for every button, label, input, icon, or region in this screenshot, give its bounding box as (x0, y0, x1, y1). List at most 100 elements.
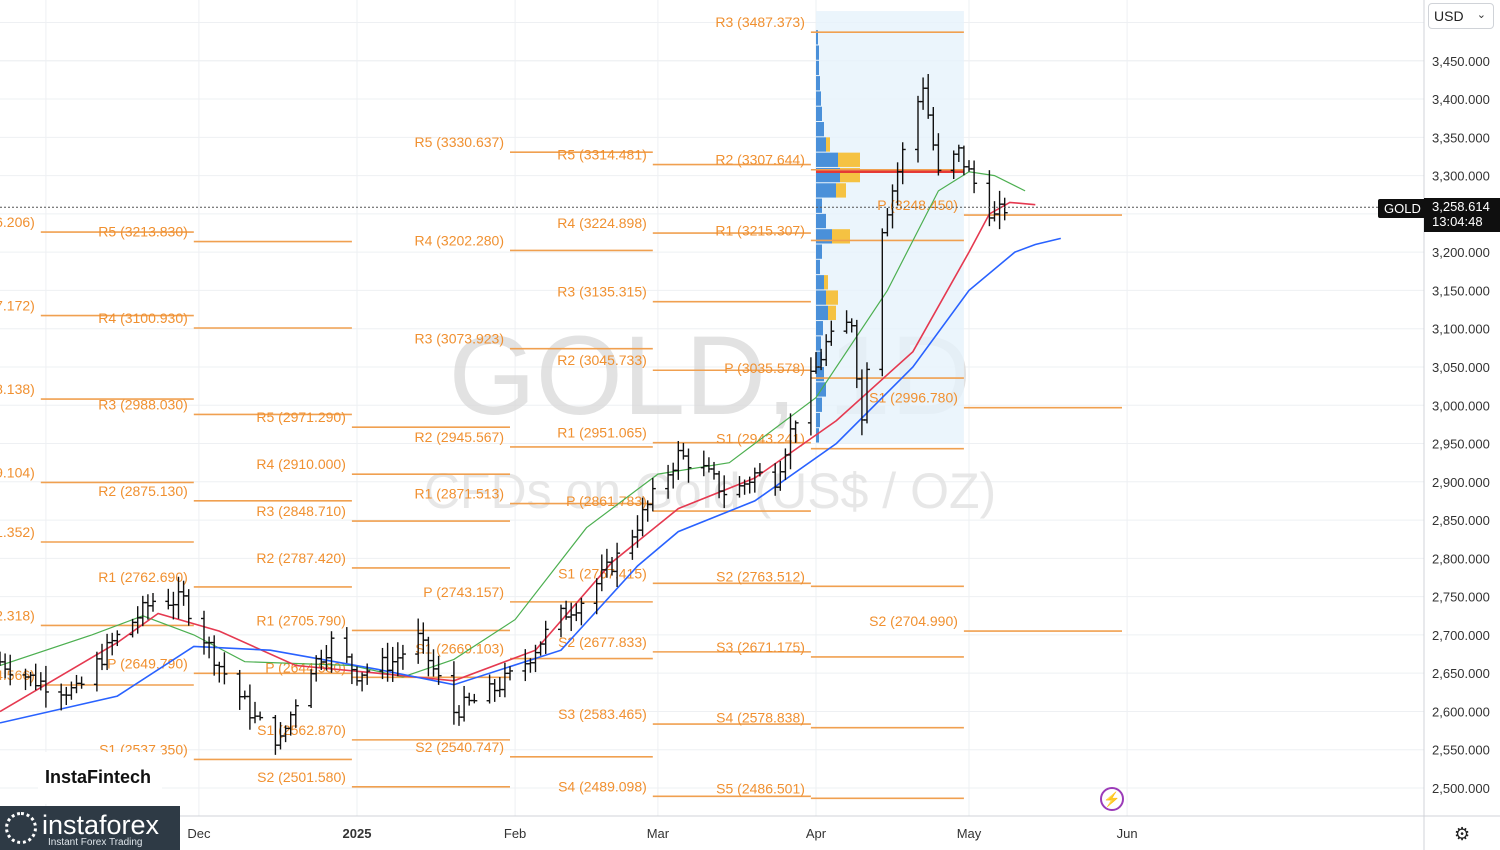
pivot-label: R3 (3487.373) (715, 14, 805, 30)
pivot-label: P (2712.318) (0, 607, 35, 623)
pivot-label: S1 (2669.103) (415, 641, 504, 657)
y-tick-label: 2,800.000 (1432, 551, 1490, 566)
vp-bar-up (816, 397, 822, 412)
vp-bar-up (816, 183, 836, 198)
currency-label: USD (1434, 8, 1464, 24)
vp-bar-down (832, 229, 850, 244)
pivot-label: S3 (2671.175) (716, 639, 805, 655)
last-price-tag: 3,258.614 13:04:48 (1424, 198, 1500, 232)
vp-bar-up (816, 45, 819, 60)
y-tick-label: 2,550.000 (1432, 743, 1490, 758)
x-tick-label: Jun (1117, 826, 1138, 841)
pivot-label: R2 (3307.644) (715, 152, 805, 168)
currency-selector[interactable]: USD ⌄ (1428, 3, 1494, 29)
chevron-down-icon: ⌄ (1476, 9, 1486, 21)
instaforex-name: instaforex (42, 810, 160, 840)
pivot-label: S1 (2996.780) (869, 390, 958, 406)
lightning-icon[interactable]: ⚡ (1100, 787, 1124, 811)
pivot-label: R3 (3073.923) (414, 331, 504, 347)
y-tick-label: 2,500.000 (1432, 781, 1490, 796)
vp-bar-up (816, 290, 826, 305)
watermark-subtitle: CFDs on Gold (US$ / OZ) (424, 463, 996, 519)
x-tick-label: Mar (647, 826, 670, 841)
x-tick-label: Apr (806, 826, 827, 841)
y-tick-label: 2,850.000 (1432, 513, 1490, 528)
y-tick-label: 3,400.000 (1432, 92, 1490, 107)
pivot-label: R3 (3008.138) (0, 381, 35, 397)
pivot-label: R2 (2875.130) (98, 483, 188, 499)
pivot-label: R3 (2988.030) (98, 396, 188, 412)
pivot-label: S1 (2562.870) (257, 722, 346, 738)
pivot-label: R3 (2848.710) (256, 503, 346, 519)
pivot-label: S2 (2540.747) (415, 739, 504, 755)
pivot-label: R2 (2945.567) (414, 429, 504, 445)
x-tick-label: Feb (504, 826, 526, 841)
y-tick-label: 2,900.000 (1432, 475, 1490, 490)
vp-bar-down (836, 183, 846, 198)
pivot-label: R5 (2971.290) (256, 409, 346, 425)
ohlc-bars[interactable] (0, 74, 1008, 755)
pivot-label: S2 (2501.580) (257, 769, 346, 785)
instaforex-tagline: Instant Forex Trading (48, 837, 143, 848)
gear-icon[interactable]: ⚙ (1454, 824, 1471, 844)
vp-bar-up (816, 60, 819, 76)
pivot-label: S2 (2763.512) (716, 568, 805, 584)
vp-bar-up (816, 106, 822, 122)
vp-bar-down (826, 290, 838, 305)
instafintech-logo: InstaFintech (38, 752, 162, 804)
y-tick-label: 2,750.000 (1432, 590, 1490, 605)
pivot-label: R2 (2787.420) (256, 550, 346, 566)
vp-bar-down (828, 305, 836, 321)
y-tick-label: 2,600.000 (1432, 704, 1490, 719)
y-tick-label: 3,050.000 (1432, 360, 1490, 375)
y-tick-label: 2,650.000 (1432, 666, 1490, 681)
y-tick-label: 2,700.000 (1432, 628, 1490, 643)
y-tick-label: 3,000.000 (1432, 398, 1490, 413)
pivot-label: P (2649.790) (107, 655, 188, 671)
vp-bar-up (816, 275, 824, 290)
pivot-label: R1 (2871.513) (414, 486, 504, 502)
last-price: 3,258.614 (1432, 199, 1490, 214)
vp-bar-up (816, 336, 821, 351)
instaforex-logo-icon (5, 812, 37, 844)
x-tick-label: 2025 (343, 826, 372, 841)
pivot-label: R3 (3135.315) (557, 284, 647, 300)
vp-bar-up (816, 198, 822, 213)
pivot-label: P (2743.157) (423, 584, 504, 600)
vp-bar-up (816, 213, 826, 229)
pivot-label: R5 (3330.637) (414, 134, 504, 150)
vp-bar-up (816, 305, 828, 321)
pivot-label: R4 (3117.172) (0, 298, 35, 314)
pivot-label: R1 (2821.352) (0, 524, 35, 540)
vp-bar-up (816, 91, 821, 106)
vp-bar-down (824, 275, 828, 290)
pivot-label: R5 (3314.481) (557, 147, 647, 163)
pivot-label: R4 (3202.280) (414, 232, 504, 248)
pivot-label: R1 (2705.790) (256, 612, 346, 628)
pivot-label: R1 (3215.307) (715, 222, 805, 238)
vp-bar-up (816, 30, 818, 45)
pivot-label: R1 (2762.690) (98, 569, 188, 585)
x-tick-label: Dec (187, 826, 211, 841)
pivot-label: R5 (3213.830) (98, 224, 188, 240)
pivot-levels: R5 (3226.206) R4 (3117.172) R3 (3008.138) R… (0, 14, 1122, 800)
pivot-label: R4 (3224.898) (557, 215, 647, 231)
vp-bar-up (816, 366, 824, 382)
y-tick-label: 3,150.000 (1432, 283, 1490, 298)
pivot-label: S3 (2583.465) (558, 706, 647, 722)
vp-bar-up (816, 428, 819, 443)
x-tick-label: May (957, 826, 982, 841)
instaforex-logo: instaforex Instant Forex Trading (0, 806, 180, 850)
vp-bar-up (816, 229, 832, 244)
y-tick-label: 3,450.000 (1432, 54, 1490, 69)
vp-bar-up (816, 244, 822, 259)
pivot-label: R4 (3100.930) (98, 310, 188, 326)
vp-bar-up (816, 412, 820, 428)
y-tick-label: 3,100.000 (1432, 322, 1490, 337)
symbol-tag: GOLD (1378, 199, 1427, 218)
pivot-label: R2 (3045.733) (557, 352, 647, 368)
y-tick-label: 3,300.000 (1432, 169, 1490, 184)
y-tick-label: 3,350.000 (1432, 130, 1490, 145)
